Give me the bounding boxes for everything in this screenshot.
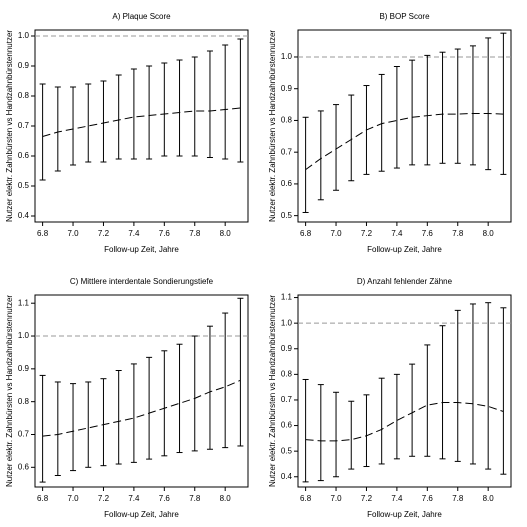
panel: D) Anzahl fehlender Zähne 0.4 0.5 0.6 0.7 0.8… xyxy=(268,277,512,519)
y-tick-label: 0.4 xyxy=(281,472,293,481)
panel: B) BOP Score 0.5 0.6 0.7 0.8 0.9 1.0 6.8 7.0 7.2 7… xyxy=(268,12,512,254)
plot-frame xyxy=(297,294,512,488)
x-tick-label: 7.2 xyxy=(98,494,110,503)
y-tick-label: 0.9 xyxy=(281,344,293,353)
x-axis-label: Follow-up Zeit, Jahre xyxy=(104,245,179,254)
y-tick-label: 0.6 xyxy=(281,179,293,188)
panel-title: C) Mittlere interdentale Sondierungstief… xyxy=(70,277,214,286)
x-tick-label: 6.8 xyxy=(37,229,49,238)
panel: C) Mittlere interdentale Sondierungstief… xyxy=(5,277,249,519)
x-tick-label: 8.0 xyxy=(220,229,232,238)
x-axis-label: Follow-up Zeit, Jahre xyxy=(367,245,442,254)
estimate-line xyxy=(305,402,504,442)
x-tick-label: 7.4 xyxy=(128,494,140,503)
plot-frame xyxy=(34,294,249,488)
x-tick-label: 7.8 xyxy=(189,494,201,503)
x-tick-label: 7.0 xyxy=(330,229,342,238)
y-tick-label: 0.4 xyxy=(18,211,30,220)
y-tick-label: 0.9 xyxy=(281,84,293,93)
x-tick-label: 7.8 xyxy=(452,494,464,503)
x-axis-label: Follow-up Zeit, Jahre xyxy=(104,510,179,519)
panel: A) Plaque Score 0.4 0.5 0.6 0.7 0.8 0.9 1.0 6.8 7… xyxy=(5,12,249,254)
y-tick-label: 0.5 xyxy=(281,446,293,455)
x-tick-label: 6.8 xyxy=(300,494,312,503)
y-tick-label: 1.1 xyxy=(281,293,293,302)
x-tick-label: 7.4 xyxy=(391,494,403,503)
y-tick-label: 1.0 xyxy=(18,31,30,40)
x-tick-label: 7.6 xyxy=(159,494,171,503)
y-axis-label: Nutzer elektr. Zahnbürsten vs Handzahnbü… xyxy=(5,295,14,487)
x-tick-label: 7.2 xyxy=(361,229,373,238)
y-tick-label: 0.7 xyxy=(18,430,30,439)
y-tick-label: 0.8 xyxy=(18,91,30,100)
x-tick-label: 7.4 xyxy=(391,229,403,238)
y-tick-label: 0.5 xyxy=(281,211,293,220)
x-tick-label: 7.0 xyxy=(67,229,79,238)
y-tick-label: 0.5 xyxy=(18,181,30,190)
y-tick-label: 0.7 xyxy=(281,147,293,156)
y-axis-label: Nutzer elektr. Zahnbürsten vs Handzahnbü… xyxy=(5,30,14,222)
x-tick-label: 7.6 xyxy=(422,229,434,238)
y-axis-label: Nutzer elektr. Zahnbürsten vs Handzahnbü… xyxy=(268,30,277,222)
panel-title: A) Plaque Score xyxy=(112,12,171,21)
y-tick-label: 1.0 xyxy=(281,52,293,61)
x-tick-label: 7.2 xyxy=(98,229,110,238)
x-tick-label: 7.0 xyxy=(67,494,79,503)
y-tick-label: 0.7 xyxy=(281,395,293,404)
y-tick-label: 0.6 xyxy=(18,462,30,471)
x-tick-label: 7.6 xyxy=(422,494,434,503)
y-tick-label: 1.0 xyxy=(281,318,293,327)
panel-title: D) Anzahl fehlender Zähne xyxy=(357,277,453,286)
y-tick-label: 0.6 xyxy=(281,421,293,430)
x-axis-label: Follow-up Zeit, Jahre xyxy=(367,510,442,519)
y-tick-label: 0.7 xyxy=(18,121,30,130)
y-axis-label: Nutzer elektr. Zahnbürsten vs Handzahnbü… xyxy=(268,295,277,487)
estimate-line xyxy=(42,379,241,437)
x-tick-label: 7.8 xyxy=(452,229,464,238)
plot-frame xyxy=(34,29,249,223)
y-tick-label: 0.8 xyxy=(18,397,30,406)
estimate-line xyxy=(305,112,504,171)
plot-frame xyxy=(297,29,512,223)
y-tick-label: 0.6 xyxy=(18,151,30,160)
y-tick-label: 0.8 xyxy=(281,369,293,378)
y-tick-label: 0.9 xyxy=(18,61,30,70)
estimate-line xyxy=(42,107,241,137)
y-tick-label: 1.1 xyxy=(18,298,30,307)
x-tick-label: 7.6 xyxy=(159,229,171,238)
x-tick-label: 7.4 xyxy=(128,229,140,238)
y-tick-label: 0.9 xyxy=(18,364,30,373)
y-tick-label: 0.8 xyxy=(281,116,293,125)
x-tick-label: 7.0 xyxy=(330,494,342,503)
x-tick-label: 7.8 xyxy=(189,229,201,238)
panel-title: B) BOP Score xyxy=(379,12,430,21)
x-tick-label: 6.8 xyxy=(300,229,312,238)
x-tick-label: 7.2 xyxy=(361,494,373,503)
x-tick-label: 8.0 xyxy=(220,494,232,503)
x-tick-label: 8.0 xyxy=(483,229,495,238)
y-tick-label: 1.0 xyxy=(18,331,30,340)
x-tick-label: 8.0 xyxy=(483,494,495,503)
x-tick-label: 6.8 xyxy=(37,494,49,503)
